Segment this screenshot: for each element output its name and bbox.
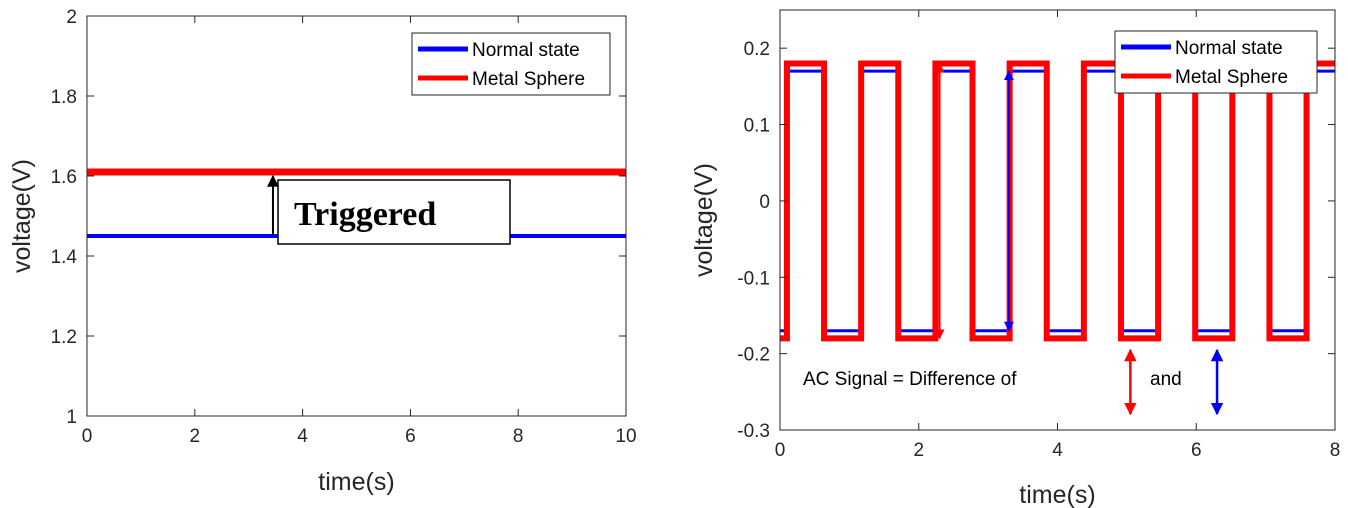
x-tick-label: 10 <box>615 426 636 447</box>
chart-panel-left: Triggered 0 2 4 6 8 10 1 1.2 1.4 1.6 1.8 2 time(s) vol… <box>8 7 637 496</box>
annotation-triggered: Triggered <box>294 196 436 233</box>
series-square-wave <box>780 60 1335 342</box>
legend-entry: Metal Sphere <box>472 69 585 90</box>
y-tick-label: 1.8 <box>51 87 77 108</box>
x-axis-label: time(s) <box>318 468 394 496</box>
y-tick-label: 2 <box>66 7 77 28</box>
legend-box <box>411 32 611 96</box>
legend-entry: Normal state <box>1175 38 1283 59</box>
y-tick-label: 1.4 <box>51 247 78 268</box>
annotation-ac-signal: AC Signal = Difference of <box>803 369 1017 390</box>
x-tick-label: 6 <box>1191 440 1202 461</box>
x-tick-label: 0 <box>82 426 93 447</box>
y-tick-label: -0.2 <box>737 345 770 366</box>
x-tick-label: 2 <box>913 440 924 461</box>
x-tick-label: 4 <box>297 426 308 447</box>
y-tick-label: -0.1 <box>737 268 770 289</box>
x-tick-label: 8 <box>1330 440 1341 461</box>
chart-panel-right: AC Signal = Difference of and 0 2 4 6 8 -0.3 -0.… <box>690 9 1341 508</box>
annotation-box <box>277 179 511 245</box>
x-axis-label: time(s) <box>1019 481 1095 508</box>
x-tick-label: 0 <box>775 440 786 461</box>
legend-entry: Normal state <box>472 40 580 61</box>
legend-box <box>1114 30 1318 94</box>
y-tick-label: -0.3 <box>737 421 770 442</box>
x-tick-label: 4 <box>1052 440 1063 461</box>
y-tick-label: 0 <box>759 192 770 213</box>
y-axis-label: voltage(V) <box>8 159 36 273</box>
y-tick-label: 0.2 <box>744 39 770 60</box>
legend-entry: Metal Sphere <box>1175 67 1288 88</box>
x-tick-label: 6 <box>405 426 416 447</box>
y-tick-label: 1 <box>66 407 77 428</box>
x-tick-label: 8 <box>513 426 524 447</box>
plot-frame <box>86 15 627 417</box>
y-axis-label: voltage(V) <box>690 163 718 277</box>
y-tick-label: 1.2 <box>51 327 77 348</box>
x-tick-label: 2 <box>190 426 201 447</box>
annotation-and: and <box>1150 369 1182 390</box>
y-tick-label: 0.1 <box>744 116 770 137</box>
y-tick-label: 1.6 <box>51 167 77 188</box>
